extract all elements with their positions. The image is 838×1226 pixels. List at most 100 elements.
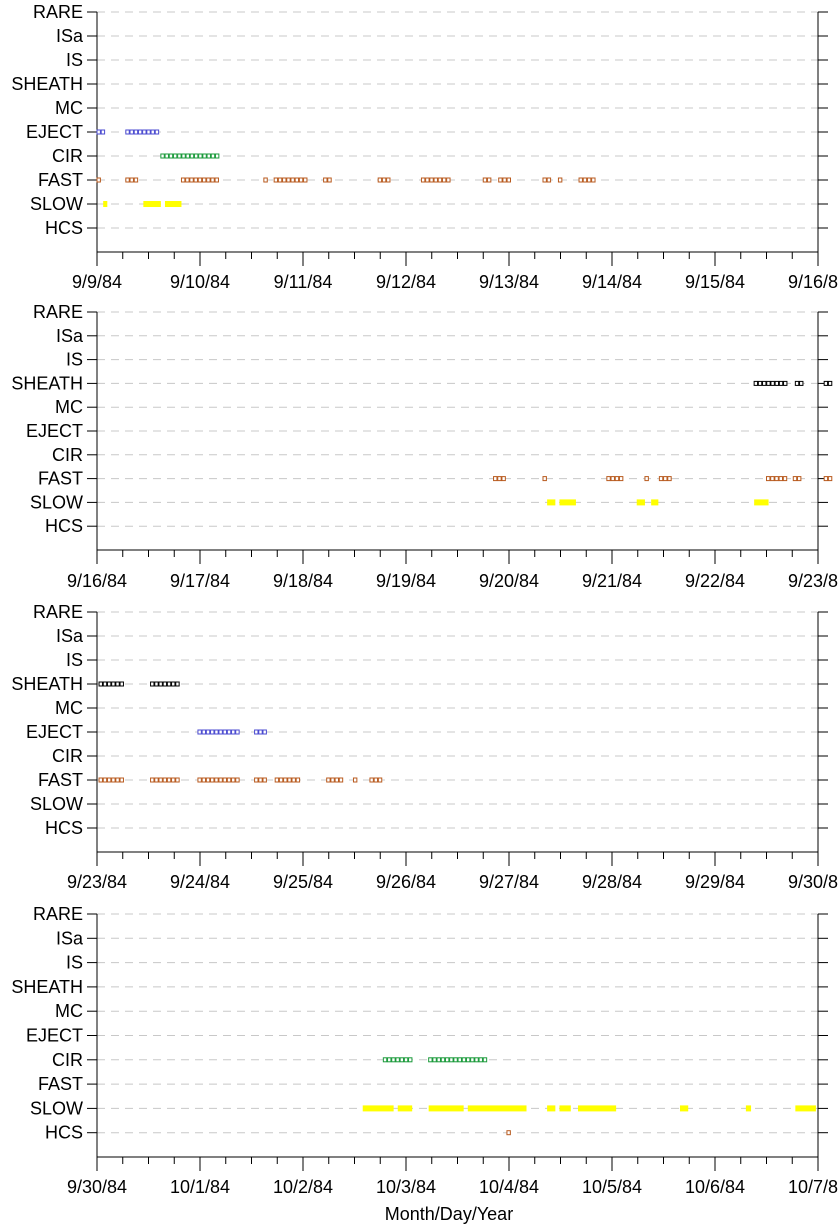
event-marker xyxy=(218,729,223,735)
event-marker xyxy=(150,777,155,783)
event-marker xyxy=(254,777,259,783)
x-tick-label: 9/30/84 xyxy=(788,872,838,892)
event-marker xyxy=(218,777,223,783)
event-marker xyxy=(119,777,124,783)
event-slow xyxy=(467,1105,527,1112)
event-fast xyxy=(420,177,451,183)
event-marker xyxy=(185,177,190,183)
event-marker xyxy=(222,777,228,783)
x-tick-label: 10/4/84 xyxy=(479,1177,539,1197)
event-marker xyxy=(386,177,391,183)
event-marker xyxy=(482,1057,488,1063)
event-marker xyxy=(470,1057,475,1063)
event-marker xyxy=(474,1057,479,1063)
category-label-rare: RARE xyxy=(33,904,83,924)
event-fast xyxy=(98,777,124,783)
event-eject xyxy=(125,129,160,135)
event-marker xyxy=(235,777,240,783)
event-fast xyxy=(498,177,512,183)
event-sheath xyxy=(150,681,180,687)
chart-panel-1: RARE ISa IS SHEATH MC EJECT CIR FAST SLOW HCS 9/9/… xyxy=(11,2,838,292)
category-label-cir: CIR xyxy=(52,1050,83,1070)
event-marker xyxy=(210,729,215,735)
event-marker xyxy=(172,153,178,159)
event-marker xyxy=(770,380,775,386)
category-label-mc: MC xyxy=(55,98,83,118)
x-tick-label: 9/20/84 xyxy=(479,571,539,591)
event-marker xyxy=(827,380,833,386)
category-label-eject: EJECT xyxy=(26,421,83,441)
x-tick-label: 9/26/84 xyxy=(376,872,436,892)
x-tick-label: 9/23/84 xyxy=(67,872,127,892)
category-label-cir: CIR xyxy=(52,146,83,166)
event-marker xyxy=(618,476,624,482)
event-marker xyxy=(497,476,502,482)
category-label-rare: RARE xyxy=(33,2,83,22)
category-label-mc: MC xyxy=(55,397,83,417)
event-marker xyxy=(387,1057,392,1063)
event-cir xyxy=(160,153,220,159)
event-marker xyxy=(614,476,620,482)
category-label-sheath: SHEATH xyxy=(11,674,83,694)
event-marker xyxy=(262,777,267,783)
event-marker xyxy=(546,177,552,183)
event-marker xyxy=(180,177,186,183)
event-marker xyxy=(154,681,159,687)
x-tick-label: 9/11/84 xyxy=(274,272,333,292)
event-marker xyxy=(327,177,332,183)
event-marker xyxy=(792,476,798,482)
event-fast xyxy=(96,177,101,183)
event-marker xyxy=(146,129,151,135)
event-marker xyxy=(482,177,488,183)
event-marker xyxy=(214,777,219,783)
event-marker xyxy=(408,1057,413,1063)
x-tick-label: 9/16/84 xyxy=(788,272,838,292)
event-marker xyxy=(420,177,426,183)
event-marker xyxy=(778,476,783,482)
event-eject xyxy=(96,129,106,135)
category-label-fast: FAST xyxy=(38,170,83,190)
event-marker xyxy=(189,177,194,183)
event-fast xyxy=(542,177,552,183)
event-marker xyxy=(162,777,168,783)
event-marker xyxy=(377,777,383,783)
category-label-slow: SLOW xyxy=(30,1098,83,1118)
x-tick-label: 9/12/84 xyxy=(376,272,436,292)
event-marker xyxy=(162,681,168,687)
event-marker xyxy=(193,153,199,159)
x-tick-label: 9/13/84 xyxy=(479,272,539,292)
event-marker xyxy=(193,177,198,183)
event-fast xyxy=(658,476,672,482)
event-marker xyxy=(667,476,672,482)
event-marker xyxy=(766,380,771,386)
event-marker xyxy=(794,380,800,386)
event-marker xyxy=(214,177,219,183)
category-label-cir: CIR xyxy=(52,746,83,766)
x-tick-label: 10/5/84 xyxy=(582,1177,642,1197)
event-marker xyxy=(399,1057,405,1063)
event-cir xyxy=(428,1057,488,1063)
event-marker xyxy=(258,729,263,735)
event-fast xyxy=(482,177,492,183)
event-marker xyxy=(403,1057,409,1063)
event-slow xyxy=(103,201,108,207)
event-cir xyxy=(382,1057,413,1063)
event-marker xyxy=(377,177,383,183)
event-marker xyxy=(201,777,207,783)
x-tick-label: 10/7/84 xyxy=(788,1177,838,1197)
event-marker xyxy=(395,1057,400,1063)
event-slow xyxy=(559,1105,571,1112)
event-slow xyxy=(795,1105,816,1112)
event-marker xyxy=(111,777,116,783)
event-marker xyxy=(506,1130,511,1136)
event-marker xyxy=(254,729,259,735)
event-marker xyxy=(102,681,108,687)
category-label-mc: MC xyxy=(55,698,83,718)
event-fast xyxy=(197,777,240,783)
event-marker xyxy=(644,476,649,482)
event-marker xyxy=(449,1057,454,1063)
category-label-is: IS xyxy=(66,50,83,70)
event-marker xyxy=(231,777,236,783)
event-marker xyxy=(582,177,588,183)
event-slow xyxy=(651,499,659,506)
